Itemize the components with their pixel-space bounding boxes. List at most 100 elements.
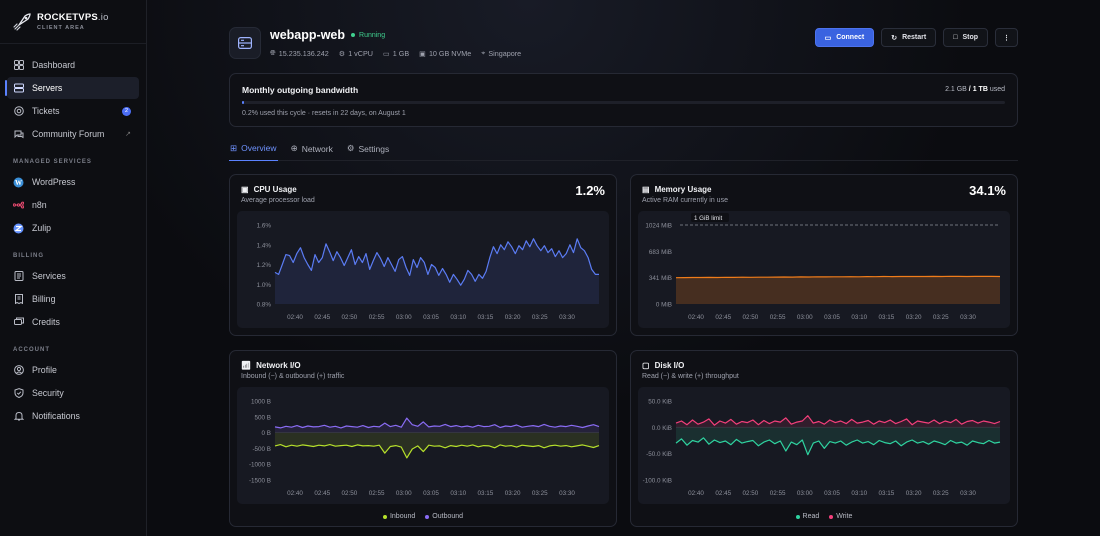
x-tick-label: 02:50 xyxy=(743,314,759,321)
tab-settings[interactable]: ⚙︎ Settings xyxy=(346,136,390,161)
disk-card-subtitle: Read (−) & write (+) throughput xyxy=(642,373,739,380)
invoice-icon xyxy=(13,294,24,305)
tab-network[interactable]: ⊕ Network xyxy=(290,136,334,161)
location-pin-icon: ⌖ xyxy=(481,48,486,57)
server-header: webapp-web Running 🌐︎ 15.235.136.242 ⚙︎ 1 … xyxy=(229,27,521,59)
sidebar-item-security[interactable]: Security xyxy=(7,382,139,404)
x-tick-label: 03:05 xyxy=(423,314,439,321)
cpu-value: 1 vCPU xyxy=(348,48,373,58)
network-card-title: 📶︎ Network I/O xyxy=(241,361,301,370)
x-tick-label: 03:30 xyxy=(960,314,976,321)
series-line-write xyxy=(675,415,1001,426)
cpu-card-subtitle: Average processor load xyxy=(241,197,315,204)
server-tabs: ⊞ Overview ⊕ Network ⚙︎ Settings xyxy=(229,136,1018,161)
stop-icon: □ xyxy=(953,34,958,41)
lifebuoy-icon xyxy=(13,106,24,117)
bandwidth-note: 0.2% used this cycle · resets in 22 days… xyxy=(242,110,406,117)
ram-icon: ▭ xyxy=(382,48,390,58)
disk-icon: ▢ xyxy=(642,361,650,370)
memory-card-subtitle: Active RAM currently in use xyxy=(642,197,728,204)
tab-label: Network xyxy=(301,143,333,154)
stop-button[interactable]: □ Stop xyxy=(943,28,988,47)
sidebar-item-services[interactable]: Services xyxy=(7,265,139,287)
ram-value: 1 GB xyxy=(392,48,410,58)
restart-button[interactable]: ↻ Restart xyxy=(881,28,937,47)
chat-icon xyxy=(13,129,24,140)
grid-icon: ⊞ xyxy=(230,142,238,153)
series-line-outbound xyxy=(274,417,600,429)
x-tick-label: 02:40 xyxy=(688,314,704,321)
x-tick-label: 03:00 xyxy=(396,490,412,497)
spec-ip[interactable]: 🌐︎ 15.235.136.242 xyxy=(270,48,329,58)
legend-read[interactable]: Read xyxy=(795,513,819,520)
sidebar-item-profile[interactable]: Profile xyxy=(7,359,139,381)
sidebar-item-n8n[interactable]: n8n xyxy=(7,194,139,216)
limit-label: 1 GiB limit xyxy=(694,215,722,222)
antenna-icon: 📶︎ xyxy=(241,361,252,370)
disk-value: 10 GB NVMe xyxy=(428,48,472,58)
tab-overview[interactable]: ⊞ Overview xyxy=(229,136,278,161)
x-tick-label: 03:30 xyxy=(559,314,575,321)
sidebar-item-wordpress[interactable]: W WordPress xyxy=(7,171,139,193)
network-card-subtitle: Inbound (−) & outbound (+) traffic xyxy=(241,373,345,380)
series-area xyxy=(275,418,599,433)
series-area xyxy=(275,432,599,458)
bandwidth-card: Monthly outgoing bandwidth 2.1 GB / 1 TB… xyxy=(229,73,1018,127)
sidebar-item-notifications[interactable]: Notifications xyxy=(7,405,139,427)
brand-name: ROCKETVPS.io xyxy=(37,12,109,23)
legend-write[interactable]: Write xyxy=(829,513,852,520)
legend-inbound[interactable]: Inbound xyxy=(382,513,415,520)
x-tick-label: 03:30 xyxy=(960,490,976,497)
x-tick-label: 03:25 xyxy=(933,314,949,321)
sidebar-item-tickets[interactable]: Tickets 2 xyxy=(7,100,139,122)
x-tick-label: 03:25 xyxy=(532,490,548,497)
x-tick-label: 03:20 xyxy=(505,490,521,497)
x-tick-label: 02:45 xyxy=(715,314,731,321)
sidebar-item-credits[interactable]: Credits xyxy=(7,311,139,333)
series-line-inbound xyxy=(274,444,600,459)
more-menu-button[interactable]: ⋮ xyxy=(995,28,1018,47)
spec-ram: ▭ 1 GB xyxy=(383,49,409,58)
x-tick-label: 03:05 xyxy=(824,490,840,497)
x-tick-label: 03:15 xyxy=(879,490,895,497)
sidebar-item-label: Security xyxy=(32,388,64,398)
sidebar-item-label: Zulip xyxy=(32,223,52,233)
x-tick-label: 02:55 xyxy=(369,490,385,497)
brand[interactable]: ROCKETVPS.io CLIENT AREA xyxy=(0,0,146,44)
y-tick-label: 341 MiB xyxy=(649,275,672,282)
memory-chart: 1024 MiB 683 MiB 341 MiB 0 MiB 02:40 02:45 02:… xyxy=(638,211,1010,328)
sidebar-item-zulip[interactable]: Zulip xyxy=(7,217,139,239)
y-tick-label: 1.2% xyxy=(257,262,272,269)
y-tick-label: -1000 B xyxy=(249,462,271,469)
cpu-value: 1.2% xyxy=(575,183,605,198)
memory-card: ▤ Memory Usage Active RAM currently in us… xyxy=(630,174,1018,336)
sidebar-item-servers[interactable]: Servers xyxy=(5,77,139,99)
series-area xyxy=(275,238,599,304)
location-value: Singapore xyxy=(488,48,522,58)
y-tick-label: 50.0 KiB xyxy=(648,399,672,406)
sidebar-item-label: n8n xyxy=(32,200,47,210)
sidebar-item-billing[interactable]: Billing xyxy=(7,288,139,310)
y-tick-label: -100.0 KiB xyxy=(643,478,672,485)
x-tick-label: 02:45 xyxy=(715,490,731,497)
server-icon xyxy=(13,83,24,94)
disk-card: ▢ Disk I/O Read (−) & write (+) throughpu… xyxy=(630,350,1018,527)
sidebar-item-label: Servers xyxy=(32,83,63,93)
x-tick-label: 03:10 xyxy=(450,490,466,497)
x-tick-label: 03:25 xyxy=(933,490,949,497)
sidebar-item-label: Credits xyxy=(32,317,60,327)
x-tick-label: 03:00 xyxy=(396,314,412,321)
cpu-card: ▣ CPU Usage Average processor load 1.2% 1… xyxy=(229,174,617,336)
connect-button[interactable]: ▭ Connect xyxy=(814,28,875,47)
x-tick-label: 03:10 xyxy=(851,314,867,321)
nav-section-account: ACCOUNT xyxy=(13,347,50,353)
legend-outbound[interactable]: Outbound xyxy=(425,513,463,520)
x-tick-label: 02:50 xyxy=(342,314,358,321)
sidebar-item-label: Profile xyxy=(32,365,57,375)
x-tick-label: 03:25 xyxy=(532,314,548,321)
y-tick-label: 1.4% xyxy=(257,242,272,249)
sidebar-item-community-forum[interactable]: Community Forum ↗ xyxy=(7,123,139,145)
sidebar-item-dashboard[interactable]: Dashboard xyxy=(7,54,139,76)
main-content: webapp-web Running 🌐︎ 15.235.136.242 ⚙︎ 1 … xyxy=(147,0,1100,536)
bandwidth-used: 2.1 GB / 1 TB used xyxy=(945,86,1005,93)
